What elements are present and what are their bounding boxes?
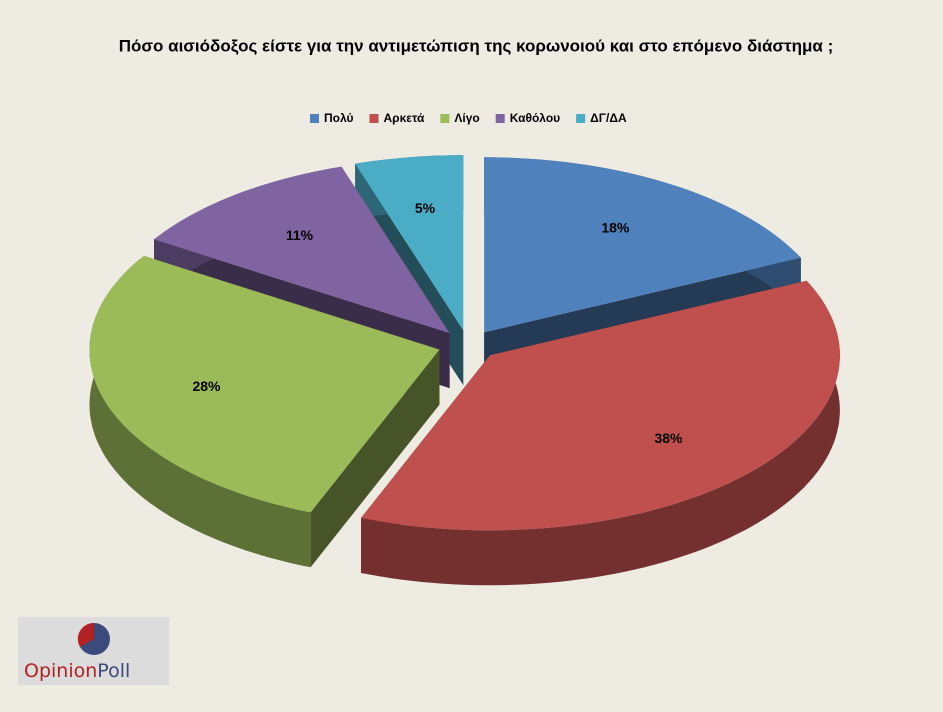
slice-side xyxy=(361,280,840,586)
slice xyxy=(484,157,801,333)
legend-swatch xyxy=(369,114,379,123)
slice xyxy=(154,166,450,334)
legend-label: Πολύ xyxy=(324,111,353,125)
data-label: 18% xyxy=(601,220,630,236)
legend-label: Αρκετά xyxy=(383,111,424,125)
pie: 5% 18% 11% 28% 38% xyxy=(89,155,840,586)
legend-label: Καθόλου xyxy=(510,111,560,125)
slice-side xyxy=(310,349,440,568)
legend-swatch xyxy=(440,114,450,123)
legend-label: ΔΓ/ΔΑ xyxy=(590,111,627,125)
logo-second: Poll xyxy=(97,660,130,682)
legend-swatch xyxy=(576,114,586,123)
slice xyxy=(361,280,840,531)
chart-title: Πόσο αισιόδοξος είστε για την αντιμετώπι… xyxy=(119,36,834,55)
data-label: 38% xyxy=(654,430,683,446)
slice xyxy=(89,255,440,513)
legend-label: Λίγο xyxy=(454,111,479,125)
slice xyxy=(355,155,464,331)
data-label: 28% xyxy=(192,378,221,394)
logo-accent xyxy=(77,622,94,647)
data-label: 5% xyxy=(415,200,436,216)
data-label: 11% xyxy=(286,227,314,243)
logo: OpinionPoll xyxy=(18,617,169,685)
logo-text: OpinionPoll xyxy=(24,660,130,682)
legend-swatch xyxy=(495,114,505,123)
logo-first: Opinion xyxy=(24,660,97,682)
legend-swatch xyxy=(310,114,319,123)
legend: Πολύ Αρκετά Λίγο Καθόλου ΔΓ/ΔΑ xyxy=(310,111,627,125)
slice-side xyxy=(89,255,311,568)
